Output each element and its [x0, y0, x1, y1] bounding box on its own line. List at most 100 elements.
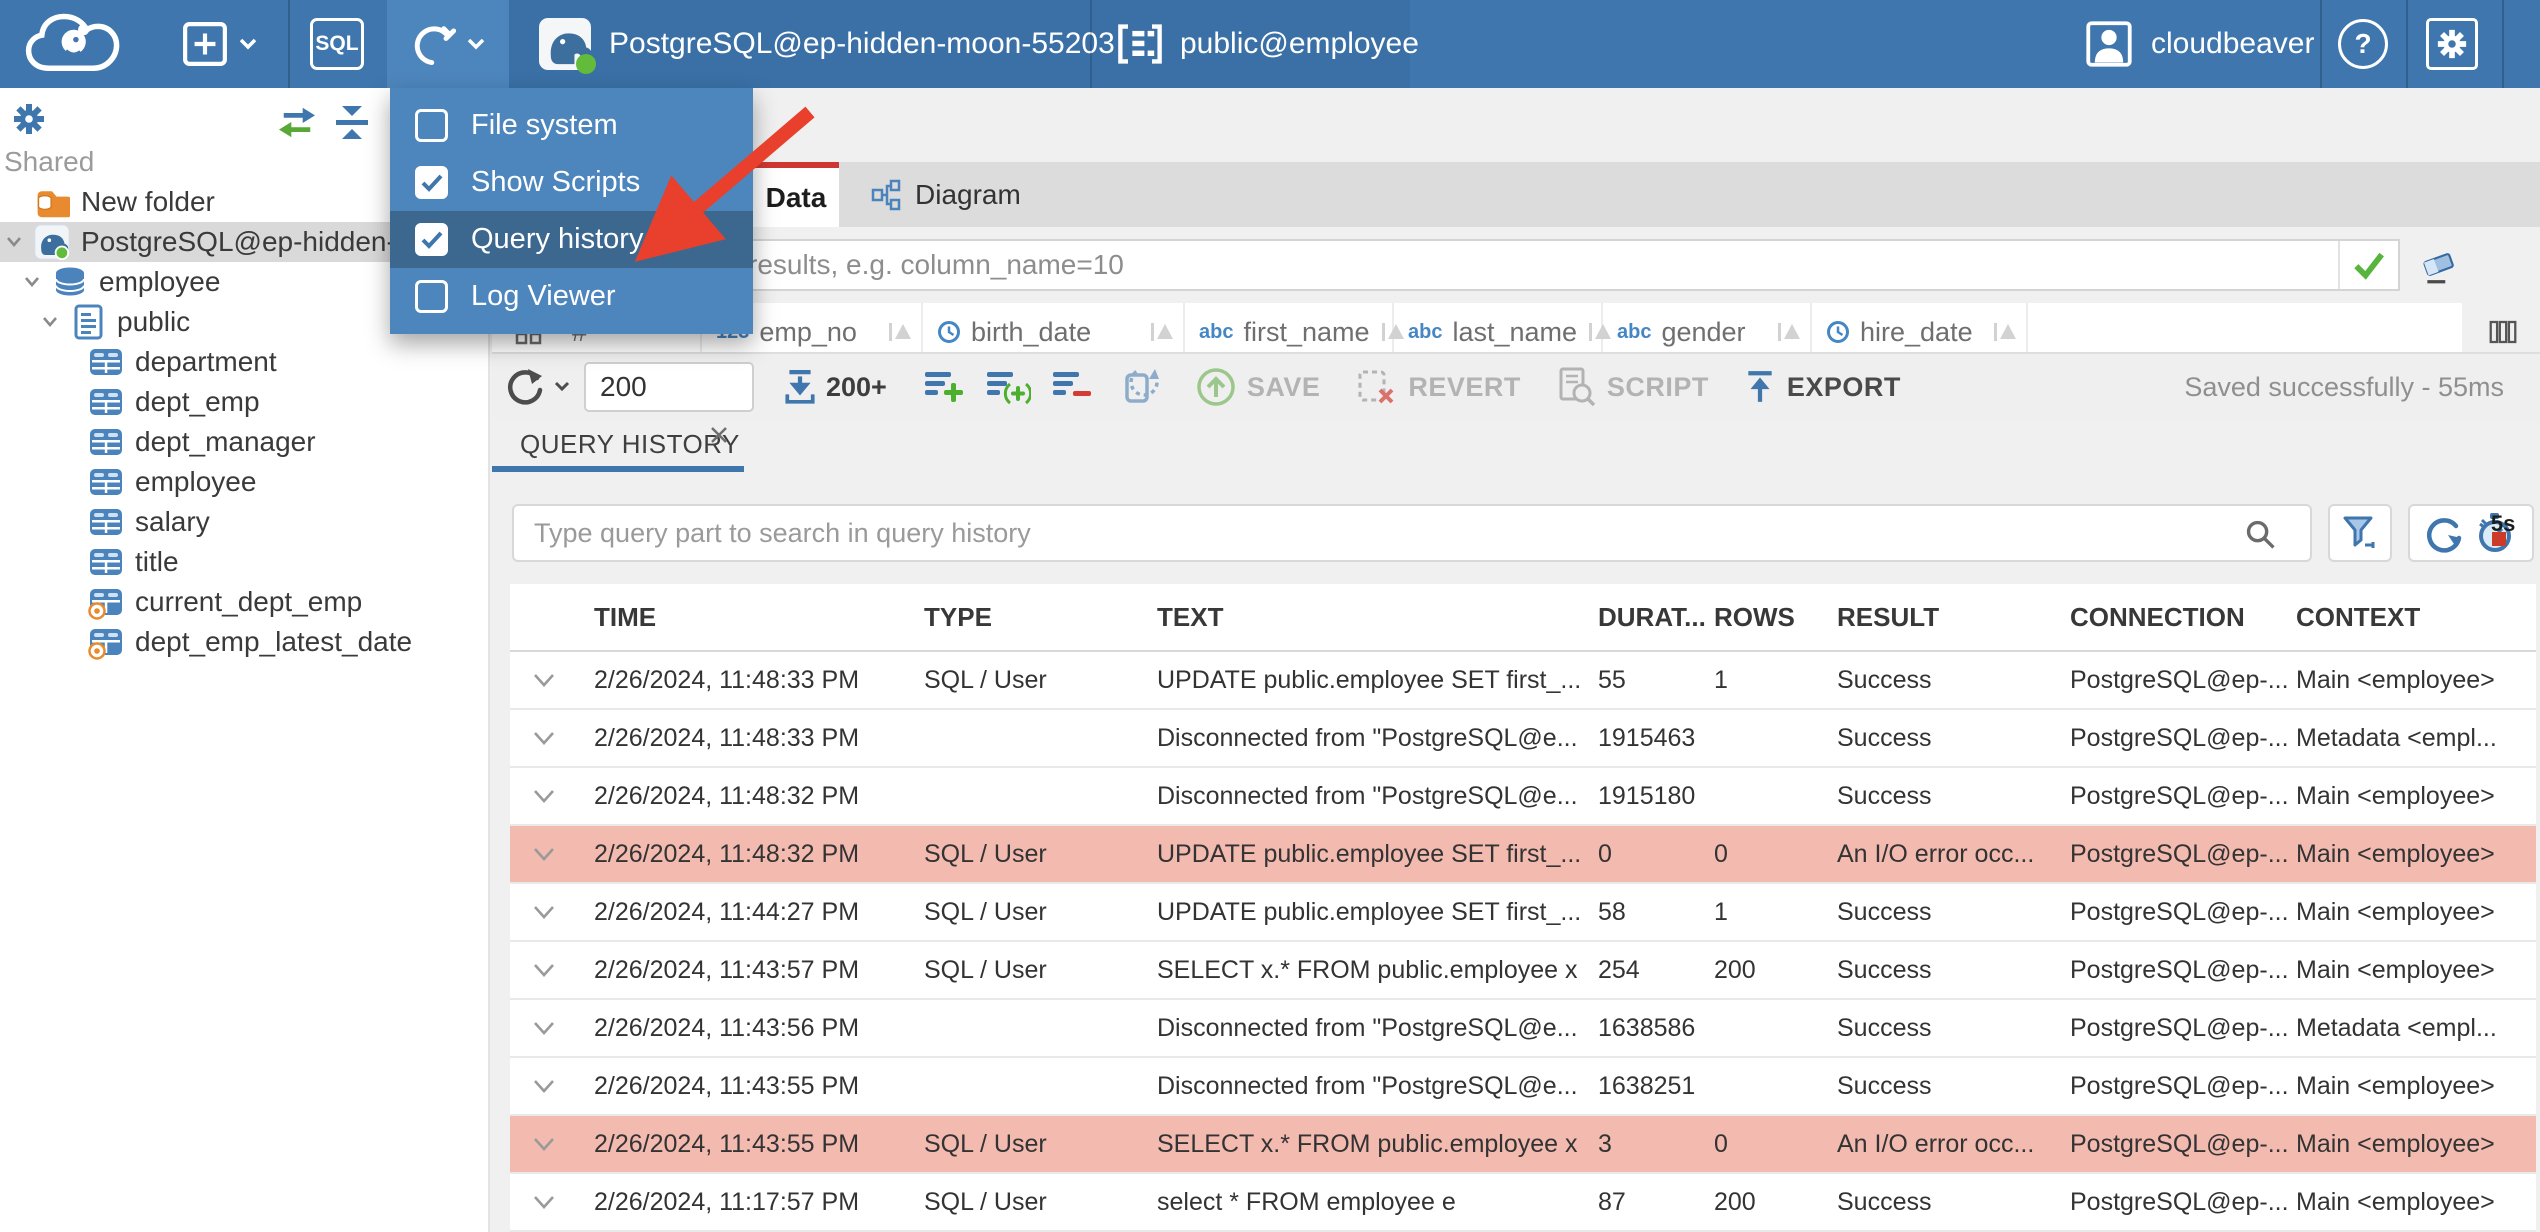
tree-item-new-folder[interactable]: New folder	[0, 182, 488, 222]
revert-button[interactable]: REVERT	[1354, 366, 1521, 408]
tree-item-label: current_dept_emp	[135, 586, 363, 617]
grid-column-header-hire_date[interactable]: hire_date	[1812, 303, 2028, 352]
row-limit-input[interactable]	[584, 362, 754, 412]
tools-menu-button[interactable]	[387, 0, 509, 88]
sort-icon[interactable]	[1992, 321, 2018, 343]
close-tab-button[interactable]	[708, 424, 730, 446]
column-picker-icon[interactable]	[2488, 318, 2518, 346]
history-column-time[interactable]: TIME	[594, 601, 657, 632]
cell-context: Main <employee>	[2296, 665, 2495, 694]
filter-expression-input[interactable]	[499, 249, 2338, 281]
query-history-row[interactable]: 2/26/2024, 11:43:56 PM Disconnected from …	[510, 1000, 2536, 1058]
sort-icon[interactable]	[1776, 321, 1802, 343]
export-button[interactable]: EXPORT	[1743, 369, 1901, 405]
sync-connection-button[interactable]	[276, 104, 318, 140]
query-history-row[interactable]: 2/26/2024, 11:44:27 PM SQL / User UPDATE p…	[510, 884, 2536, 942]
menu-item-show-scripts[interactable]: Show Scripts	[390, 154, 753, 211]
tree-item-dept-emp-latest-date[interactable]: dept_emp_latest_date	[0, 622, 488, 662]
history-column-durat[interactable]: DURAT...	[1598, 601, 1706, 632]
history-refresh-button[interactable]	[2423, 513, 2463, 553]
duplicate-row-button[interactable]	[985, 369, 1031, 405]
sort-icon[interactable]	[1149, 321, 1175, 343]
user-menu-button[interactable]: cloudbeaver	[2085, 0, 2314, 88]
query-history-row[interactable]: 2/26/2024, 11:17:57 PM SQL / User select *…	[510, 1174, 2536, 1232]
tree-item-dept-manager[interactable]: dept_manager	[0, 422, 488, 462]
collapse-all-button[interactable]	[332, 104, 372, 140]
navigator-settings-button[interactable]	[12, 102, 46, 136]
history-column-context[interactable]: CONTEXT	[2296, 601, 2421, 632]
tab-query-history[interactable]: QUERY HISTORY	[492, 420, 744, 472]
query-history-row[interactable]: 2/26/2024, 11:43:55 PM Disconnected from …	[510, 1058, 2536, 1116]
tree-item-salary[interactable]: salary	[0, 502, 488, 542]
clear-filter-button[interactable]	[2420, 249, 2460, 285]
expand-row-chevron-icon[interactable]	[510, 789, 594, 804]
query-history-row[interactable]: 2/26/2024, 11:43:55 PM SQL / User SELECT x…	[510, 1116, 2536, 1174]
cell-connection: PostgreSQL@ep-...	[2070, 1071, 2289, 1100]
query-history-table-header: TIME TYPE TEXT DURAT... ROWS RESULT CONNECTION…	[510, 584, 2536, 652]
query-history-row[interactable]: 2/26/2024, 11:48:33 PM SQL / User UPDATE p…	[510, 652, 2536, 710]
expand-row-chevron-icon[interactable]	[510, 731, 594, 746]
history-column-text[interactable]: TEXT	[1157, 601, 1224, 632]
history-column-type[interactable]: TYPE	[924, 601, 992, 632]
duplicate-row-icon	[986, 372, 1031, 405]
new-connection-button[interactable]	[182, 0, 258, 88]
database-icon	[52, 264, 88, 300]
expand-row-chevron-icon[interactable]	[510, 1195, 594, 1210]
script-button[interactable]: SCRIPT	[1555, 366, 1709, 408]
active-connection-button[interactable]: PostgreSQL@ep-hidden-moon-55203	[539, 0, 1115, 88]
expand-row-chevron-icon[interactable]	[510, 847, 594, 862]
help-button[interactable]: ?	[2338, 0, 2388, 88]
expand-row-chevron-icon[interactable]	[510, 963, 594, 978]
grid-column-header-last_name[interactable]: abc last_name	[1394, 303, 1612, 352]
expand-row-chevron-icon[interactable]	[510, 905, 594, 920]
expand-row-chevron-icon[interactable]	[510, 673, 594, 688]
sort-icon[interactable]	[1380, 321, 1406, 343]
settings-button[interactable]	[2426, 0, 2478, 88]
history-column-rows[interactable]: ROWS	[1714, 601, 1795, 632]
expand-row-chevron-icon[interactable]	[510, 1137, 594, 1152]
tree-expand-chevron-icon[interactable]	[22, 275, 52, 289]
history-column-result[interactable]: RESULT	[1837, 601, 1940, 632]
schema-selector-button[interactable]: public@employee	[1116, 0, 1419, 88]
auto-refresh-mode-button[interactable]	[1119, 367, 1163, 407]
sort-icon[interactable]	[887, 321, 913, 343]
checkbox-icon	[415, 280, 448, 313]
fetch-more-button[interactable]: 200+	[784, 369, 887, 405]
tree-item-employee[interactable]: employee	[0, 262, 488, 302]
grid-column-header-gender[interactable]: abc gender	[1603, 303, 1812, 352]
save-button[interactable]: SAVE	[1195, 366, 1321, 408]
cell-text: Disconnected from "PostgreSQL@e...	[1157, 781, 1578, 810]
expand-row-chevron-icon[interactable]	[510, 1079, 594, 1094]
tree-item-dept-emp[interactable]: dept_emp	[0, 382, 488, 422]
apply-filter-button[interactable]	[2338, 241, 2398, 289]
menu-item-query-history[interactable]: Query history	[390, 211, 753, 268]
tree-item-employee[interactable]: employee	[0, 462, 488, 502]
query-history-row[interactable]: 2/26/2024, 11:43:57 PM SQL / User SELECT x…	[510, 942, 2536, 1000]
tab-data[interactable]: Data	[753, 162, 839, 227]
auto-refresh-timer-button[interactable]: 5s	[2475, 511, 2519, 555]
grid-column-header-first_name[interactable]: abc first_name	[1185, 303, 1404, 352]
delete-row-button[interactable]	[1051, 369, 1093, 405]
grid-column-header-birth_date[interactable]: birth_date	[923, 303, 1185, 352]
query-history-search-input[interactable]	[512, 504, 2312, 562]
query-history-row[interactable]: 2/26/2024, 11:48:32 PM SQL / User UPDATE p…	[510, 826, 2536, 884]
sort-icon[interactable]	[1587, 321, 1613, 343]
tab-diagram[interactable]: Diagram	[845, 162, 1047, 227]
query-history-row[interactable]: 2/26/2024, 11:48:32 PM Disconnected from …	[510, 768, 2536, 826]
tree-expand-chevron-icon[interactable]	[40, 315, 70, 329]
tree-expand-chevron-icon[interactable]	[4, 235, 34, 249]
query-history-row[interactable]: 2/26/2024, 11:48:33 PM Disconnected from …	[510, 710, 2536, 768]
tree-item-current-dept-emp[interactable]: current_dept_emp	[0, 582, 488, 622]
tree-item-department[interactable]: department	[0, 342, 488, 382]
tree-item-public[interactable]: public	[0, 302, 488, 342]
history-column-connection[interactable]: CONNECTION	[2070, 601, 2245, 632]
add-row-button[interactable]	[923, 369, 965, 405]
menu-item-log-viewer[interactable]: Log Viewer	[390, 268, 753, 325]
refresh-data-button[interactable]	[504, 366, 570, 408]
tree-item-title[interactable]: title	[0, 542, 488, 582]
history-filter-button[interactable]	[2328, 504, 2392, 562]
expand-row-chevron-icon[interactable]	[510, 1021, 594, 1036]
menu-item-file-system[interactable]: File system	[390, 97, 753, 154]
tree-item-label: department	[135, 346, 277, 377]
sql-editor-button[interactable]: SQL	[310, 0, 364, 88]
